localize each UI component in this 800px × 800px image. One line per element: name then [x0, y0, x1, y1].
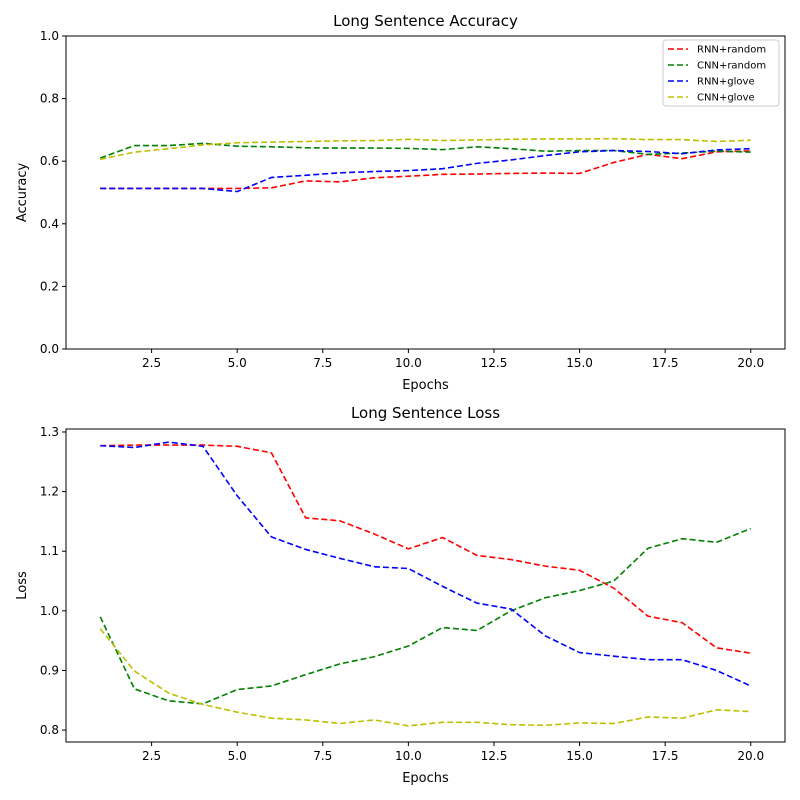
x-tick-label: 2.5 [142, 749, 161, 763]
y-tick-label: 0.9 [40, 663, 59, 677]
x-tick-label: 5.0 [228, 749, 247, 763]
y-tick-label: 0.8 [40, 723, 59, 737]
series-line-cnn-random [99, 527, 752, 705]
x-tick-label: 15.0 [566, 356, 593, 370]
x-tick-label: 10.0 [395, 749, 422, 763]
y-tick-label: 1.0 [40, 29, 59, 43]
plot-frame [65, 35, 786, 350]
series-line-cnn-glove [99, 628, 751, 727]
legend-entry: CNN+random [697, 61, 766, 72]
y-tick-label: 1.3 [40, 425, 59, 439]
x-tick-label: 17.5 [652, 749, 679, 763]
chart-title: Long Sentence Accuracy [333, 12, 518, 30]
y-tick-label: 1.0 [40, 604, 59, 618]
x-tick-label: 20.0 [737, 749, 764, 763]
x-tick-label: 7.5 [313, 356, 332, 370]
y-axis-label: Loss [15, 571, 30, 600]
x-tick-label: 2.5 [142, 356, 161, 370]
legend: RNN+random CNN+random RNN+glove CNN+glove [662, 39, 780, 107]
legend-entry: RNN+glove [697, 77, 755, 88]
y-tick-label: 0.2 [40, 279, 59, 293]
x-axis-label: Epochs [402, 378, 449, 393]
chart-1: Long Sentence Accuracy 2.5 5.0 7.5 10.0 12.5 1… [15, 12, 786, 393]
plot-frame [65, 428, 786, 743]
y-tick-label: 1.1 [40, 544, 59, 558]
x-tick-label: 15.0 [566, 749, 593, 763]
x-tick-label: 7.5 [313, 749, 332, 763]
x-tick-label: 10.0 [395, 356, 422, 370]
x-tick-label: 17.5 [652, 356, 679, 370]
legend-entry: CNN+glove [697, 93, 755, 104]
x-tick-label: 20.0 [737, 356, 764, 370]
y-axis-label: Accuracy [15, 163, 30, 223]
x-tick-label: 12.5 [481, 356, 508, 370]
series-line-rnn-glove [100, 441, 752, 687]
x-axis-label: Epochs [402, 771, 449, 786]
y-tick-label: 0.6 [40, 154, 59, 168]
legend-entry: RNN+random [697, 45, 766, 56]
y-tick-label: 0.4 [40, 217, 59, 231]
series-line-rnn-glove [100, 147, 751, 193]
series-line-rnn-random [100, 444, 751, 654]
x-tick-label: 5.0 [228, 356, 247, 370]
y-tick-label: 0.8 [40, 92, 59, 106]
series-line-cnn-random [99, 142, 751, 159]
x-tick-label: 12.5 [481, 749, 508, 763]
chart-title: Long Sentence Loss [351, 404, 500, 422]
legend-box [662, 39, 780, 107]
y-tick-label: 0.0 [40, 342, 59, 356]
y-tick-label: 1.2 [40, 485, 59, 499]
series-line-cnn-glove [100, 137, 751, 161]
chart-2: Long Sentence Loss 2.5 5.0 7.5 10.0 12.5 15.0 1… [15, 404, 786, 786]
